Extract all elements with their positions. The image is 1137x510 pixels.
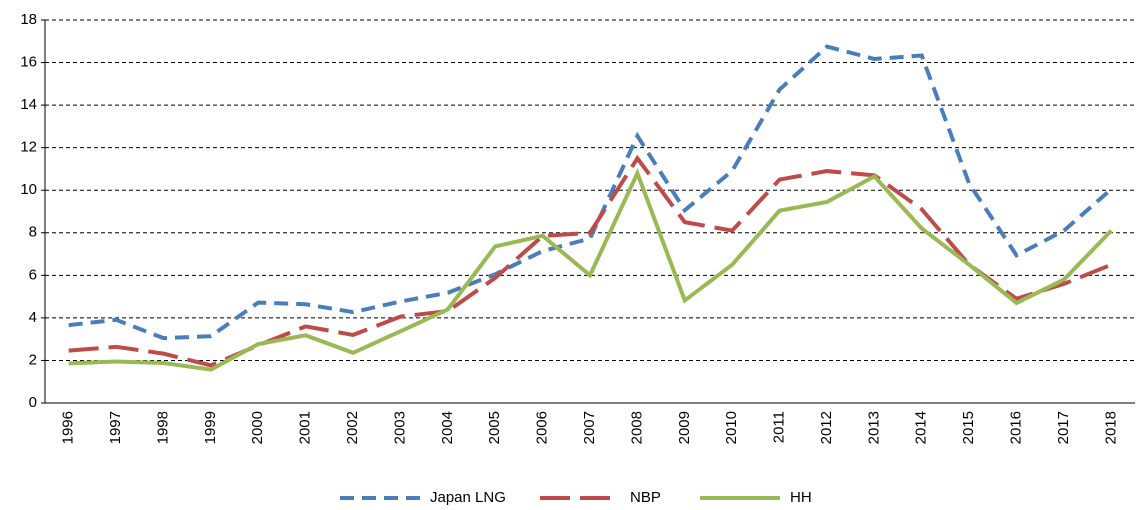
legend-label: NBP — [630, 489, 661, 506]
x-tick-label: 2016 — [1007, 411, 1024, 444]
y-tick-label: 6 — [29, 266, 37, 283]
x-tick-label: 1997 — [107, 411, 124, 444]
x-tick-label: 2014 — [913, 411, 930, 444]
x-tick-label: 1999 — [202, 411, 219, 444]
x-tick-label: 2000 — [249, 411, 266, 444]
x-tick-label: 2017 — [1055, 411, 1072, 444]
x-tick-label: 2005 — [486, 411, 503, 444]
x-tick-label: 2015 — [960, 411, 977, 444]
series-line — [68, 168, 1113, 372]
x-tick-label: 2004 — [439, 411, 456, 444]
y-tick-label: 0 — [29, 394, 37, 411]
series-line — [68, 154, 1113, 368]
series-line — [68, 44, 1113, 341]
y-tick-label: 12 — [20, 139, 37, 156]
x-tick-label: 2007 — [581, 411, 598, 444]
x-tick-label: 2001 — [297, 411, 314, 444]
x-tick-label: 1996 — [60, 411, 77, 444]
y-tick-label: 10 — [20, 181, 37, 198]
y-tick-label: 16 — [20, 54, 37, 71]
y-tick-label: 14 — [20, 96, 37, 113]
x-tick-label: 2011 — [771, 411, 788, 443]
x-tick-label: 2003 — [391, 411, 408, 444]
y-tick-label: 4 — [29, 309, 37, 326]
x-tick-label: 2009 — [676, 411, 693, 444]
x-tick-label: 2018 — [1102, 411, 1119, 444]
x-tick-label: 2006 — [534, 411, 551, 444]
x-tick-label: 2008 — [628, 411, 645, 444]
x-tick-label: 2010 — [723, 411, 740, 444]
x-tick-label: 2002 — [344, 411, 361, 444]
legend-label: HH — [790, 489, 812, 506]
y-tick-label: 8 — [29, 224, 37, 241]
y-tick-label: 2 — [29, 351, 37, 368]
legend-label: Japan LNG — [430, 489, 506, 506]
x-tick-label: 1998 — [154, 411, 171, 444]
x-tick-label: 2012 — [818, 411, 835, 444]
x-tick-label: 2013 — [865, 411, 882, 444]
y-tick-label: 18 — [20, 11, 37, 28]
